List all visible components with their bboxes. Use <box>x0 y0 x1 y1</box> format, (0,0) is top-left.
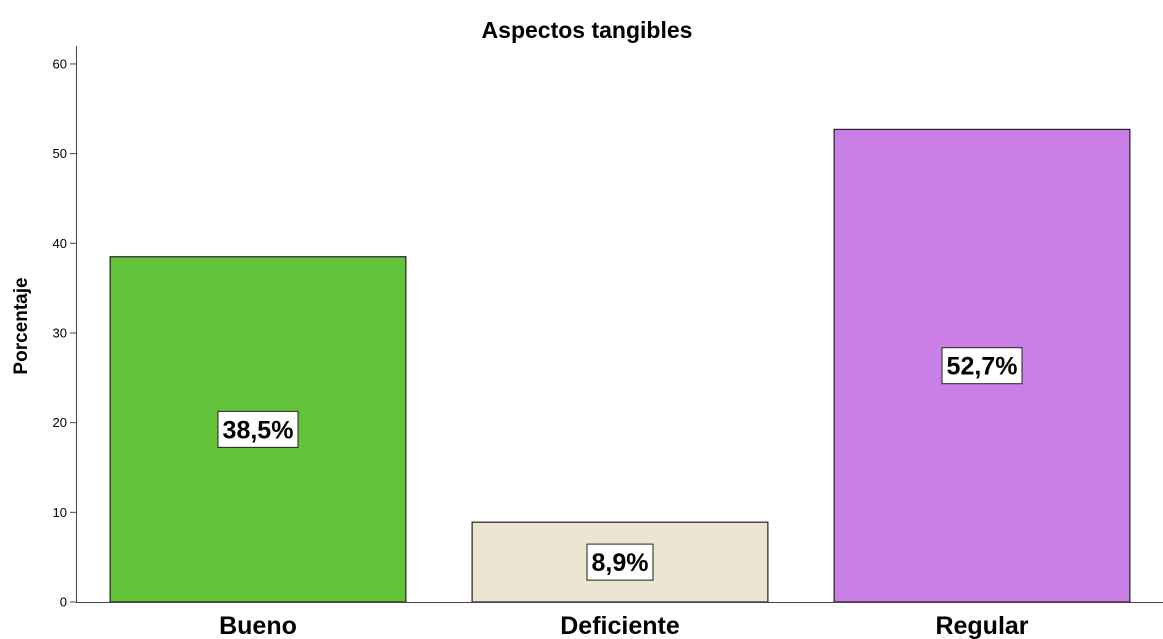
data-label: 38,5% <box>223 416 294 444</box>
data-label: 52,7% <box>947 353 1018 381</box>
x-tick-label: Deficiente <box>560 612 680 639</box>
data-label-box <box>217 410 299 448</box>
chart-title: Aspectos tangibles <box>482 17 693 43</box>
y-axis-label: Porcentaje <box>11 277 32 374</box>
x-axis-ticks: Bueno Deficiente Regular <box>219 612 1029 639</box>
y-tick-label: 40 <box>53 236 67 251</box>
y-axis-ticks: 0 10 20 30 40 50 60 <box>53 56 76 610</box>
y-tick-label: 50 <box>53 146 67 161</box>
data-label: 8,9% <box>592 549 649 577</box>
data-label-box <box>941 347 1023 385</box>
y-tick-label: 60 <box>53 56 67 71</box>
y-tick-label: 10 <box>53 505 67 520</box>
y-tick-label: 0 <box>60 595 67 610</box>
y-tick-label: 20 <box>53 415 67 430</box>
data-labels: 38,5% 8,9% 52,7% <box>217 347 1023 581</box>
x-tick-label: Bueno <box>219 612 297 639</box>
y-tick-label: 30 <box>53 325 67 340</box>
x-tick-label: Regular <box>935 612 1028 639</box>
data-label-box <box>586 543 654 581</box>
